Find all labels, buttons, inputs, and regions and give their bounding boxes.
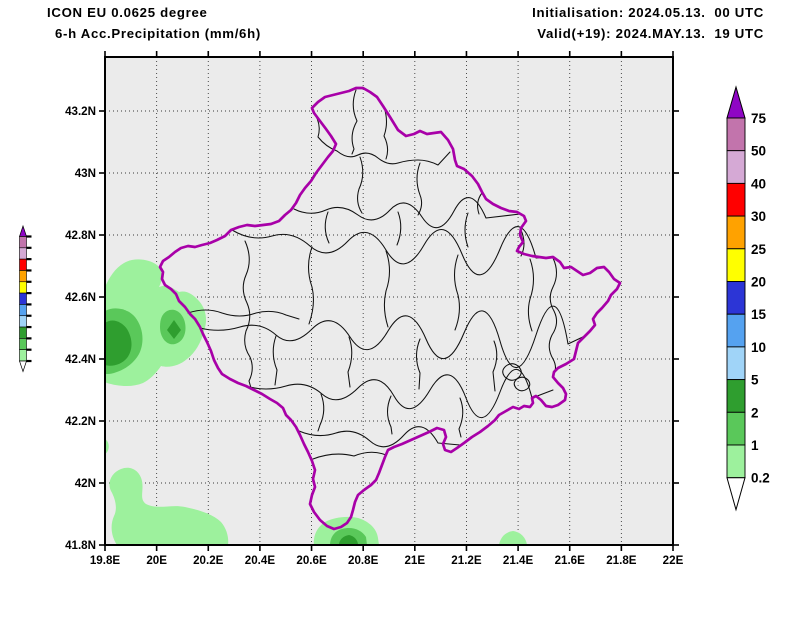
lat-tick-label: 43.2N bbox=[65, 105, 96, 118]
axis-ticks bbox=[99, 51, 679, 551]
map-frame bbox=[104, 56, 674, 546]
parameter-title: 6-h Acc.Precipitation (mm/6h) bbox=[55, 26, 261, 41]
colorbar-level-label: 30 bbox=[751, 209, 766, 224]
colorbar-level-label: 1 bbox=[751, 438, 759, 453]
colorbar-level-label: 2 bbox=[751, 405, 759, 420]
longitude-axis-labels: 19.8E 20E 20.2E 20.4E 20.6E 20.8E 21E 21.2E 21.4… bbox=[90, 554, 684, 567]
colorbar-level-label: 40 bbox=[751, 176, 766, 191]
lat-tick-label: 42.2N bbox=[65, 415, 96, 428]
lat-tick-label: 42.4N bbox=[65, 353, 96, 366]
lon-tick-label: 20.6E bbox=[296, 554, 327, 567]
lon-tick-label: 21.4E bbox=[503, 554, 534, 567]
lon-tick-label: 21.8E bbox=[606, 554, 637, 567]
colorbar-level-label: 20 bbox=[751, 275, 766, 290]
lon-tick-label: 20.2E bbox=[193, 554, 224, 567]
model-title: ICON EU 0.0625 degree bbox=[47, 5, 208, 20]
precip-light-southwest bbox=[109, 467, 229, 545]
latitude-axis-labels: 41.8N 42N 42.2N 42.4N 42.6N 42.8N 43N 43.2N bbox=[65, 105, 96, 552]
lat-tick-label: 43N bbox=[75, 167, 96, 180]
colorbar-level-label: 10 bbox=[751, 340, 766, 355]
lon-tick-label: 20.4E bbox=[245, 554, 276, 567]
precip-light-southeast bbox=[499, 531, 527, 545]
precip-dark-west-1 bbox=[105, 320, 132, 366]
colorbar-level-label: 15 bbox=[751, 307, 767, 322]
precipitation-areas bbox=[105, 259, 527, 545]
colorbar-level-label: 50 bbox=[751, 144, 766, 159]
valid-time: Valid(+19): 2024.MAY.13. 19 UTC bbox=[537, 26, 764, 41]
lat-tick-label: 42N bbox=[75, 477, 96, 490]
lon-tick-label: 20E bbox=[146, 554, 167, 567]
lon-tick-label: 20.8E bbox=[348, 554, 379, 567]
district-borders bbox=[187, 89, 588, 460]
precipitation-colorbar: 75 50 40 30 25 20 15 10 5 2 1 0.2 bbox=[726, 85, 770, 512]
lat-tick-label: 42.6N bbox=[65, 291, 96, 304]
map-background bbox=[105, 57, 673, 545]
lon-tick-label: 22E bbox=[663, 554, 684, 567]
precip-dark-west-2 bbox=[167, 320, 181, 339]
lon-tick-label: 19.8E bbox=[90, 554, 121, 567]
country-border-kosovo bbox=[158, 86, 622, 531]
colorbar-level-label: 75 bbox=[751, 111, 767, 126]
colorbar-level-label: 0.2 bbox=[751, 471, 770, 486]
lon-tick-label: 21.2E bbox=[451, 554, 482, 567]
lon-tick-label: 21E bbox=[404, 554, 425, 567]
initialisation-time: Initialisation: 2024.05.13. 00 UTC bbox=[532, 5, 764, 20]
lat-tick-label: 42.8N bbox=[65, 229, 96, 242]
colorbar-level-label: 25 bbox=[751, 242, 767, 257]
mini-colorbar bbox=[19, 224, 32, 373]
colorbar-level-label: 5 bbox=[751, 373, 759, 388]
lon-tick-label: 21.6E bbox=[555, 554, 586, 567]
lat-tick-label: 41.8N bbox=[65, 539, 96, 552]
precip-dark-south bbox=[339, 535, 358, 545]
